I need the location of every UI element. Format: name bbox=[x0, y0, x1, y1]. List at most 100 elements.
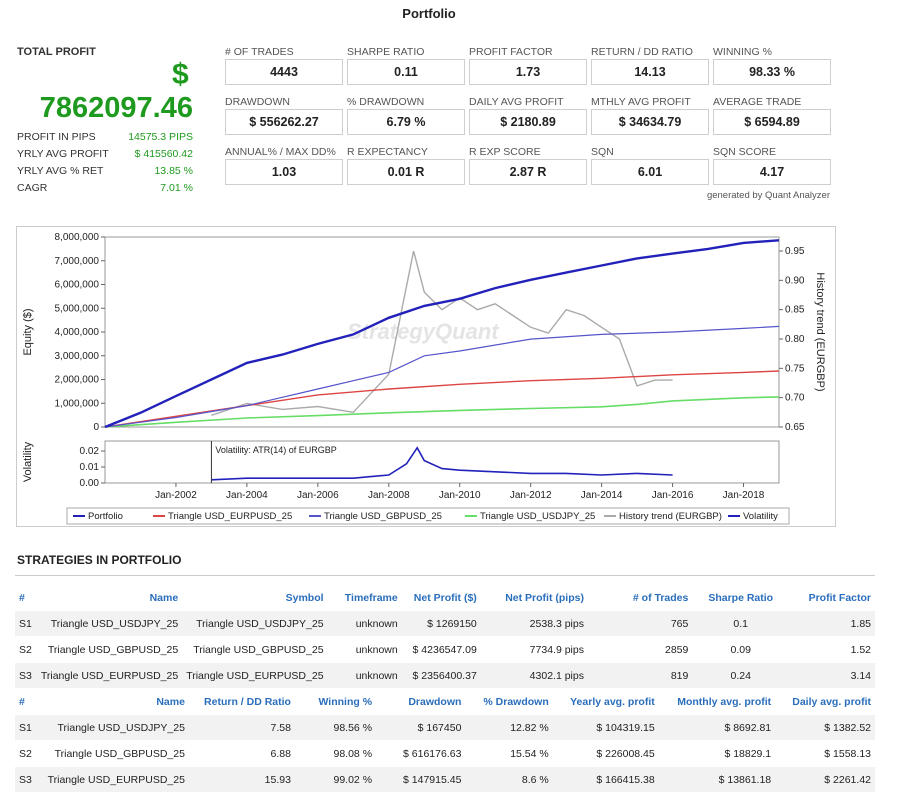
metric-label: DAILY AVG PROFIT bbox=[469, 96, 564, 108]
y-axis-title: Equity ($) bbox=[22, 308, 34, 355]
table-cell: S3 bbox=[15, 766, 38, 792]
y-tick-label: 3,000,000 bbox=[55, 351, 100, 362]
table-cell: S1 bbox=[15, 714, 38, 741]
vol-tick-label: 0.02 bbox=[80, 446, 100, 457]
x-tick-label: Jan-2006 bbox=[297, 490, 339, 501]
y-tick-label: 5,000,000 bbox=[55, 303, 100, 314]
metric-card: ANNUAL% / MAX DD% 1.03 bbox=[225, 145, 343, 185]
table-cell: $ 2356400.37 bbox=[401, 662, 481, 688]
column-header[interactable]: Profit Factor bbox=[808, 592, 871, 604]
metric-card: % DRAWDOWN 6.79 % bbox=[347, 95, 465, 135]
metric-card: WINNING % 98.33 % bbox=[713, 45, 831, 85]
table-cell: 15.54 % bbox=[465, 740, 553, 767]
subrow-value: $ 415560.42 bbox=[134, 148, 193, 160]
right-tick-label: 0.90 bbox=[785, 275, 805, 286]
metric-card: SQN SCORE 4.17 bbox=[713, 145, 831, 185]
table-cell: $ 166415.38 bbox=[552, 766, 659, 792]
vol-tick-label: 0.01 bbox=[80, 462, 100, 473]
cagr-row: CAGR 7.01 % bbox=[17, 182, 193, 194]
table-cell: $ 167450 bbox=[376, 714, 466, 741]
right-tick-label: 0.75 bbox=[785, 363, 805, 374]
column-header[interactable]: Monthly avg. profit bbox=[677, 696, 772, 708]
metric-value: $ 34634.79 bbox=[591, 109, 709, 135]
table-cell: Triangle USD_EURPUSD_25 bbox=[36, 662, 183, 688]
table-cell: $ 8692.81 bbox=[658, 714, 776, 741]
legend-item: Portfolio bbox=[88, 511, 123, 522]
column-header[interactable]: # bbox=[19, 696, 25, 708]
column-header[interactable]: Name bbox=[156, 696, 185, 708]
table-cell: $ 1558.13 bbox=[775, 740, 875, 767]
table-cell: Triangle USD_USDJPY_25 bbox=[36, 610, 183, 637]
table-cell: 3.14 bbox=[789, 662, 875, 688]
table-row[interactable]: S3 Triangle USD_EURPUSD_25 15.93 99.02 % $ 1… bbox=[15, 766, 875, 792]
column-header[interactable]: Drawdown bbox=[408, 696, 462, 708]
y-tick-label: 0 bbox=[93, 422, 99, 433]
table-cell: Triangle USD_USDJPY_25 bbox=[37, 714, 189, 741]
table-cell: $ 616176.63 bbox=[376, 740, 466, 767]
metric-card: R EXPECTANCY 0.01 R bbox=[347, 145, 465, 185]
column-header[interactable]: Net Profit ($) bbox=[413, 592, 477, 604]
column-header[interactable]: Net Profit (pips) bbox=[505, 592, 584, 604]
table-cell: $ 1382.52 bbox=[775, 714, 875, 741]
subrow-value: 13.85 % bbox=[154, 165, 193, 177]
series-line-triangle-usd-usdjpy-25 bbox=[104, 396, 780, 428]
table-cell: Triangle USD_EURPUSD_25 bbox=[37, 766, 189, 792]
legend-item: Triangle USD_EURPUSD_25 bbox=[168, 511, 292, 522]
x-tick-label: Jan-2010 bbox=[439, 490, 481, 501]
column-header[interactable]: Symbol bbox=[285, 592, 324, 604]
table-cell: $ 147915.45 bbox=[376, 766, 466, 792]
metric-value: $ 556262.27 bbox=[225, 109, 343, 135]
table-row[interactable]: S1 Triangle USD_USDJPY_25 Triangle USD_USD… bbox=[15, 610, 875, 637]
metric-card: DRAWDOWN $ 556262.27 bbox=[225, 95, 343, 135]
subrow-value: 14575.3 PIPS bbox=[128, 131, 193, 143]
table-row[interactable]: S2 Triangle USD_GBPUSD_25 Triangle USD_GBP… bbox=[15, 636, 875, 663]
table-cell: 819 bbox=[587, 662, 693, 688]
table-cell: Triangle USD_USDJPY_25 bbox=[182, 610, 328, 637]
column-header[interactable]: Sharpe Ratio bbox=[708, 592, 774, 604]
right-tick-label: 0.85 bbox=[785, 305, 805, 316]
column-header[interactable]: # of Trades bbox=[632, 592, 689, 604]
table-cell: 8.6 % bbox=[465, 766, 553, 792]
metric-label: AVERAGE TRADE bbox=[713, 96, 802, 108]
table-cell: $ 13861.18 bbox=[658, 766, 776, 792]
right-tick-label: 0.70 bbox=[785, 393, 805, 404]
metric-value: 1.03 bbox=[225, 159, 343, 185]
table-cell: 12.82 % bbox=[465, 714, 553, 741]
column-header[interactable]: Yearly avg. profit bbox=[570, 696, 655, 708]
legend-item: History trend (EURGBP) bbox=[619, 511, 722, 522]
metric-card: MTHLY AVG PROFIT $ 34634.79 bbox=[591, 95, 709, 135]
table-row[interactable]: S1 Triangle USD_USDJPY_25 7.58 98.56 % $ 167… bbox=[15, 714, 875, 741]
table-row[interactable]: S3 Triangle USD_EURPUSD_25 Triangle USD_EU… bbox=[15, 662, 875, 688]
column-header[interactable]: Timeframe bbox=[344, 592, 398, 604]
column-header[interactable]: % Drawdown bbox=[483, 696, 549, 708]
metric-label: SHARPE RATIO bbox=[347, 46, 425, 58]
column-header[interactable]: Winning % bbox=[318, 696, 373, 708]
table-cell: 2859 bbox=[587, 636, 693, 663]
column-header[interactable]: Daily avg. profit bbox=[792, 696, 871, 708]
watermark: StrategyQuant bbox=[347, 319, 500, 344]
right-tick-label: 0.80 bbox=[785, 334, 805, 345]
column-header[interactable]: Return / DD Ratio bbox=[204, 696, 291, 708]
metric-label: R EXPECTANCY bbox=[347, 146, 428, 158]
table-cell: 765 bbox=[587, 610, 693, 637]
table-cell: 0.09 bbox=[692, 636, 790, 663]
column-header[interactable]: Name bbox=[149, 592, 179, 604]
legend-item: Volatility bbox=[743, 511, 778, 522]
table-cell: $ 226008.45 bbox=[552, 740, 659, 767]
metric-value: 2.87 R bbox=[469, 159, 587, 185]
yearly-avg-return-row: YRLY AVG % RET 13.85 % bbox=[17, 165, 193, 177]
x-tick-label: Jan-2004 bbox=[226, 490, 268, 501]
metric-value: 0.01 R bbox=[347, 159, 465, 185]
table-cell: $ 1269150 bbox=[401, 610, 481, 637]
table-cell: 15.93 bbox=[188, 766, 295, 792]
metric-value: 98.33 % bbox=[713, 59, 831, 85]
table-row[interactable]: S2 Triangle USD_GBPUSD_25 6.88 98.08 % $ 616… bbox=[15, 740, 875, 767]
metric-value: $ 2180.89 bbox=[469, 109, 587, 135]
equity-chart: 8,000,000 7,000,000 6,000,000 5,000,000 4,00… bbox=[22, 232, 826, 525]
table-cell: Triangle USD_GBPUSD_25 bbox=[36, 636, 183, 663]
x-tick-label: Jan-2002 bbox=[155, 490, 197, 501]
table-cell: unknown bbox=[327, 610, 402, 637]
strategies-section-title: STRATEGIES IN PORTFOLIO bbox=[17, 553, 182, 567]
table-cell: 0.24 bbox=[692, 662, 790, 688]
column-header[interactable]: # bbox=[19, 592, 25, 604]
